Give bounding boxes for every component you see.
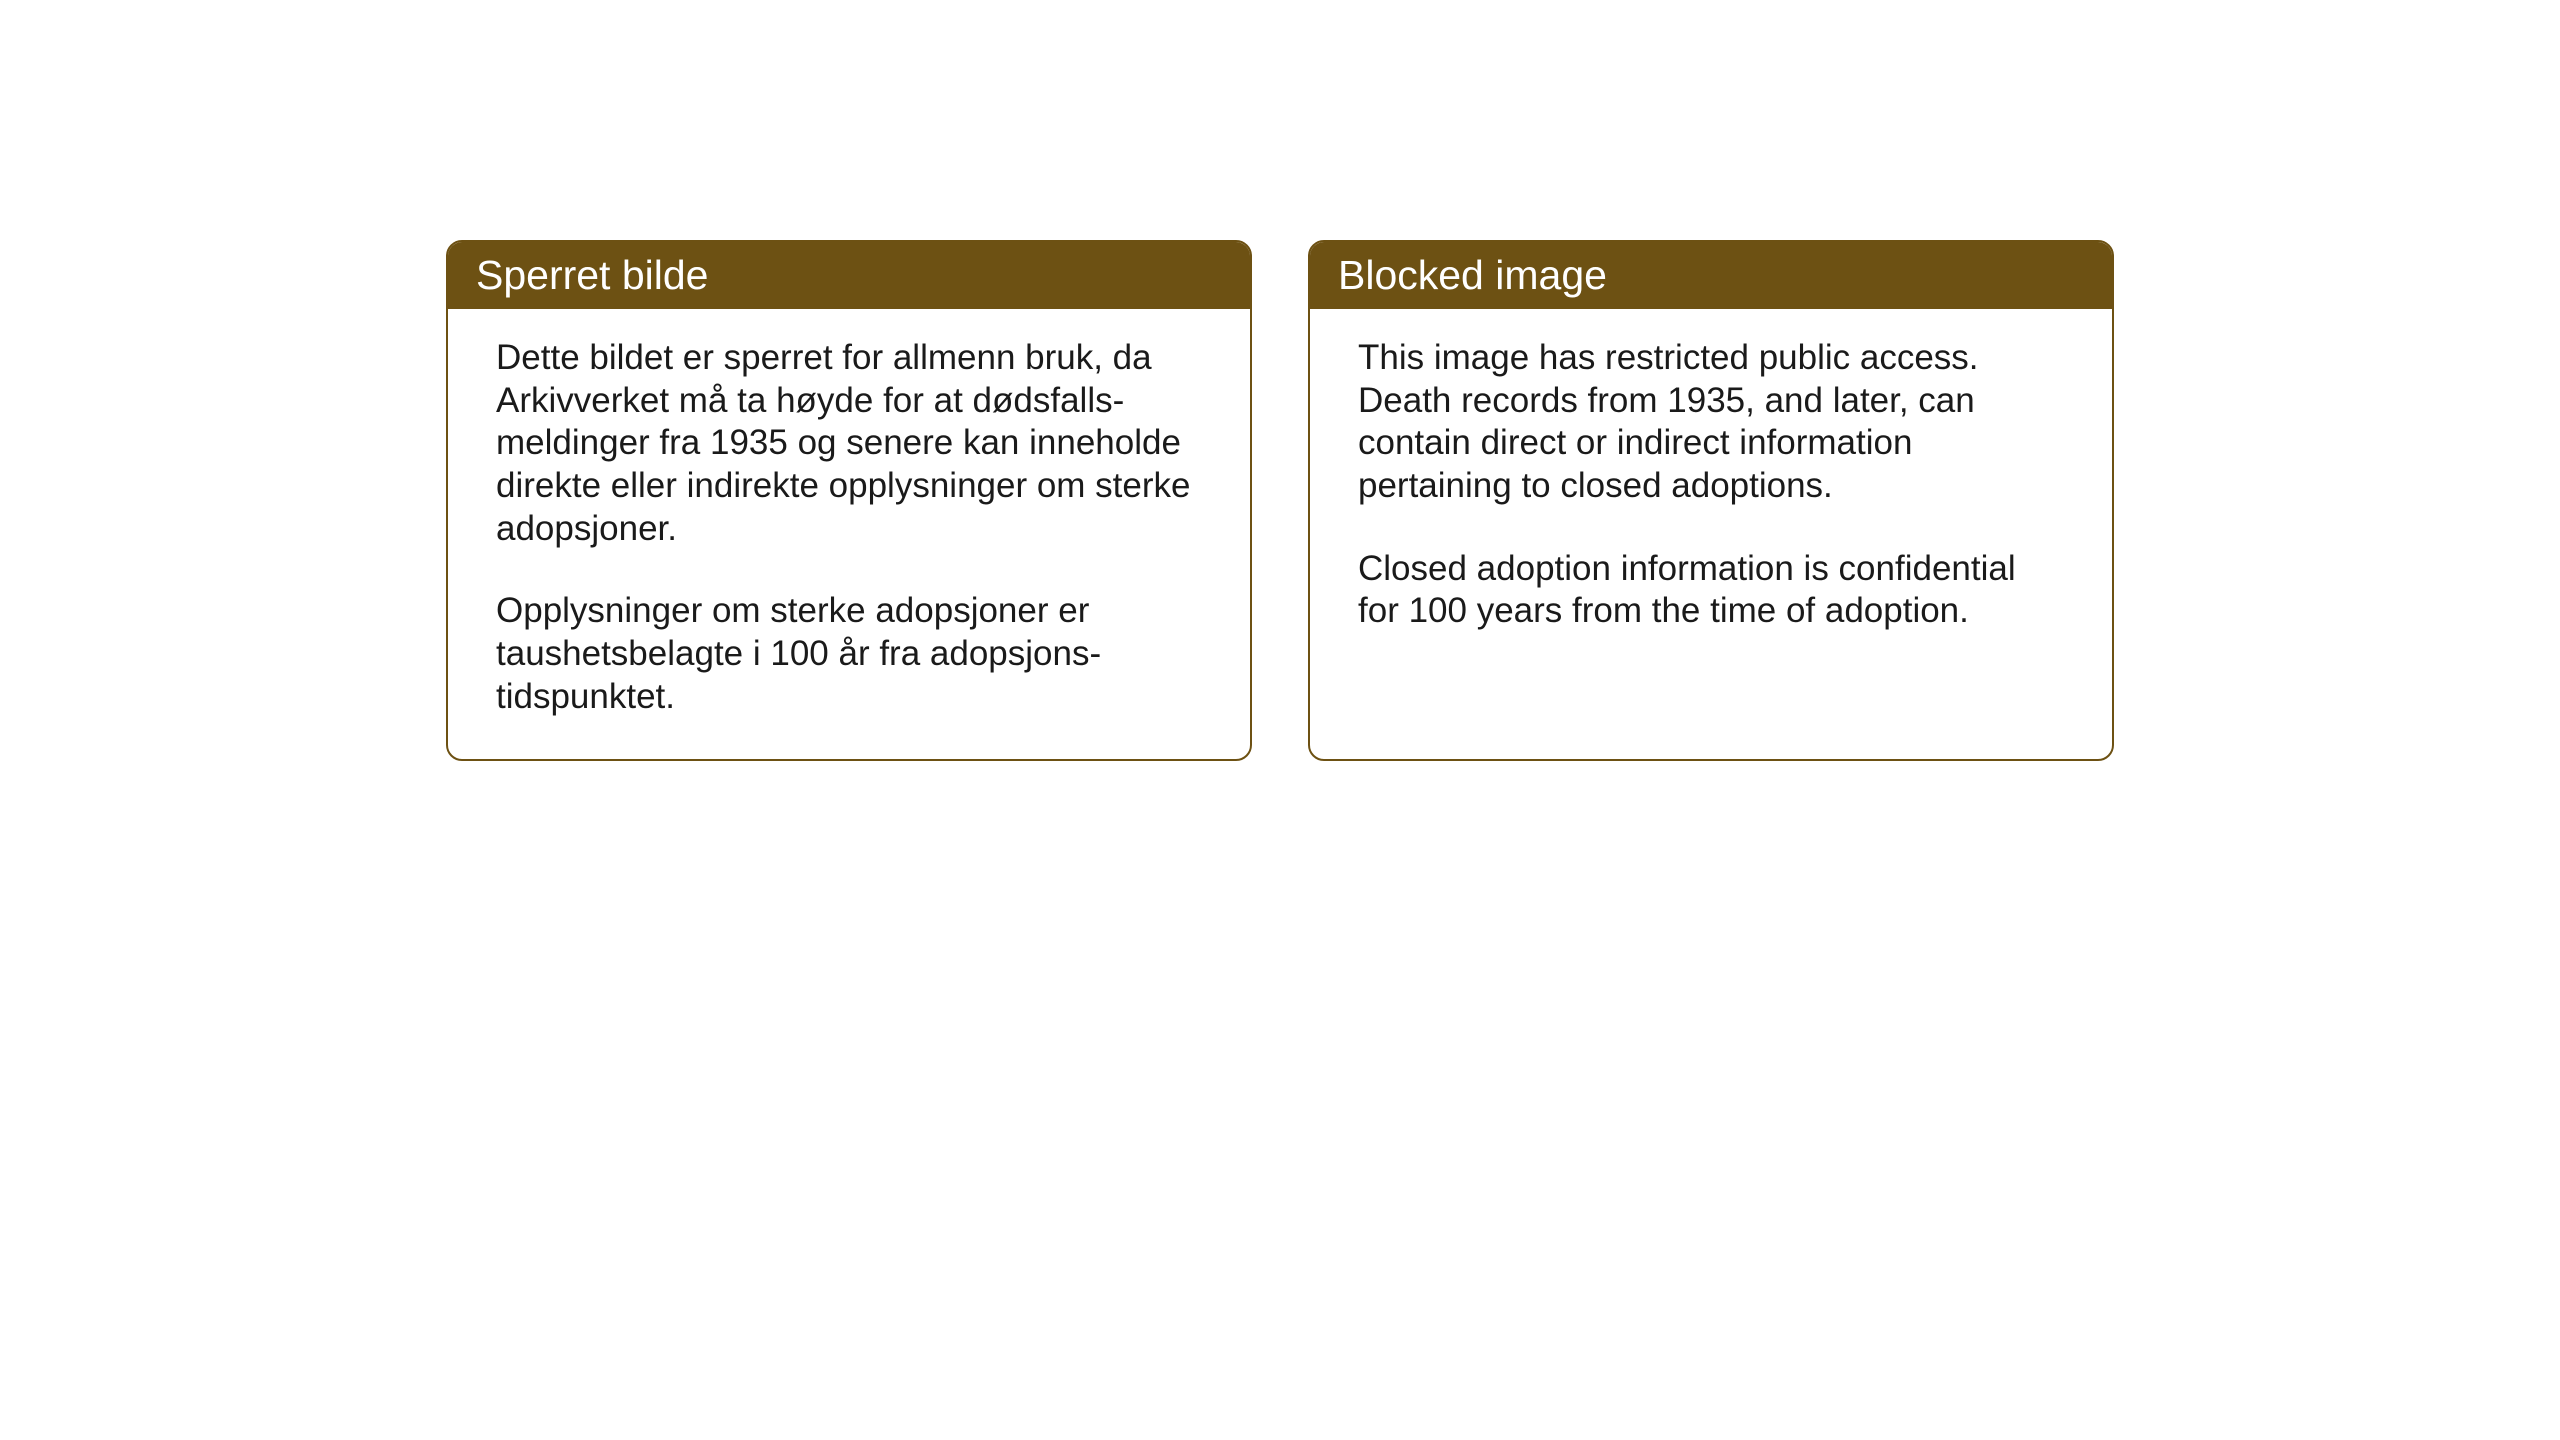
card-body-norwegian: Dette bildet er sperret for allmenn bruk…: [448, 309, 1250, 759]
card-title-norwegian: Sperret bilde: [476, 252, 708, 298]
paragraph-2-norwegian: Opplysninger om sterke adopsjoner er tau…: [496, 590, 1202, 718]
paragraph-1-norwegian: Dette bildet er sperret for allmenn bruk…: [496, 337, 1202, 550]
card-header-norwegian: Sperret bilde: [448, 242, 1250, 309]
card-body-english: This image has restricted public access.…: [1310, 309, 2112, 673]
notice-card-norwegian: Sperret bilde Dette bildet er sperret fo…: [446, 240, 1252, 761]
notice-card-english: Blocked image This image has restricted …: [1308, 240, 2114, 761]
paragraph-2-english: Closed adoption information is confident…: [1358, 548, 2064, 633]
notice-container: Sperret bilde Dette bildet er sperret fo…: [446, 240, 2114, 761]
paragraph-1-english: This image has restricted public access.…: [1358, 337, 2064, 508]
card-title-english: Blocked image: [1338, 252, 1607, 298]
card-header-english: Blocked image: [1310, 242, 2112, 309]
